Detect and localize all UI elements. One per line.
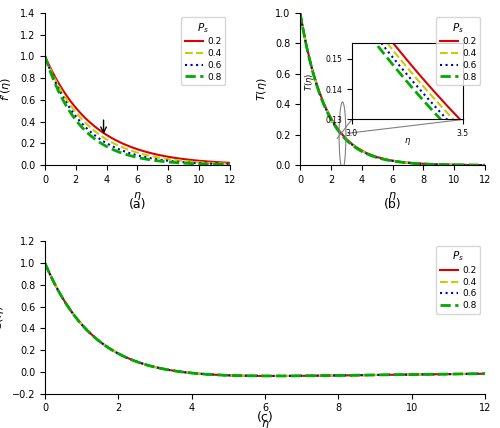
Y-axis label: $C(\eta)$: $C(\eta)$ (0, 305, 6, 330)
X-axis label: $\eta$: $\eta$ (260, 419, 270, 428)
Legend: 0.2, 0.4, 0.6, 0.8: 0.2, 0.4, 0.6, 0.8 (436, 18, 480, 85)
Legend: 0.2, 0.4, 0.6, 0.8: 0.2, 0.4, 0.6, 0.8 (181, 18, 226, 85)
X-axis label: $\eta$: $\eta$ (133, 190, 142, 202)
Legend: 0.2, 0.4, 0.6, 0.8: 0.2, 0.4, 0.6, 0.8 (436, 246, 480, 314)
Text: (b): (b) (384, 198, 402, 211)
X-axis label: $\eta$: $\eta$ (388, 190, 397, 202)
Text: (c): (c) (256, 411, 274, 424)
Y-axis label: $f'(\eta)$: $f'(\eta)$ (0, 77, 14, 101)
Y-axis label: $T(\eta)$: $T(\eta)$ (256, 77, 270, 101)
Text: (a): (a) (128, 198, 146, 211)
